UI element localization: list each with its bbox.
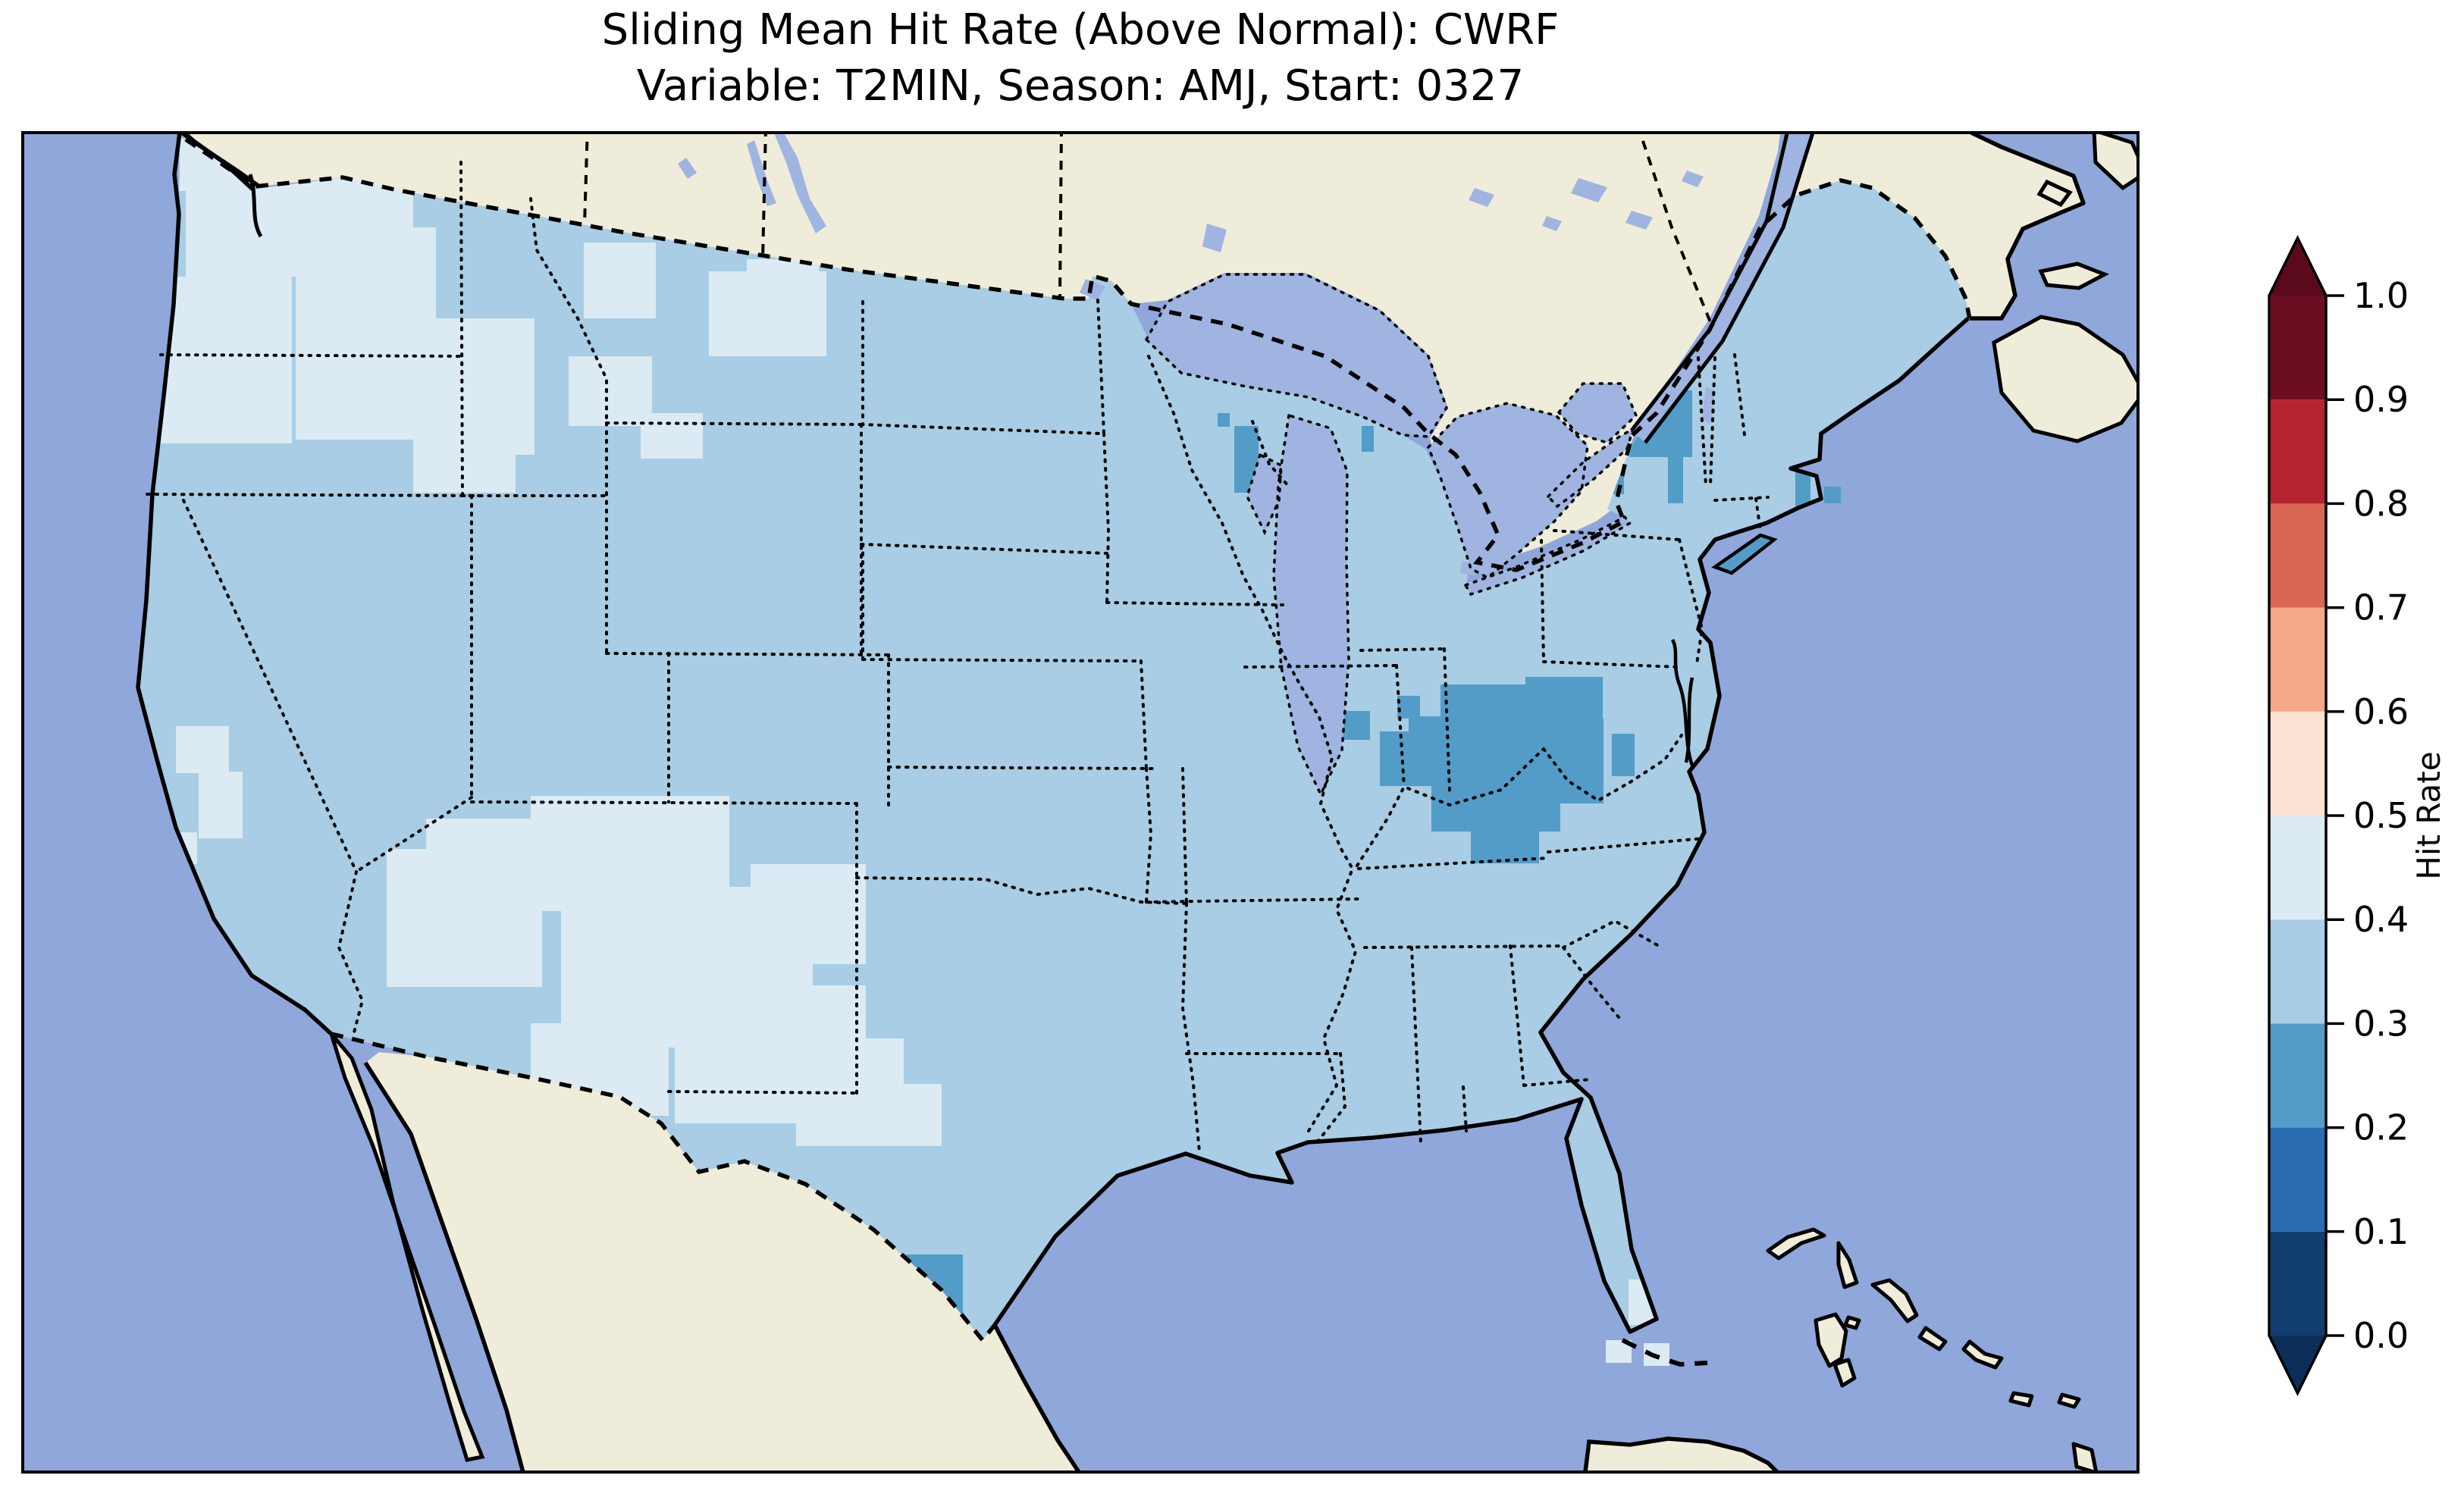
us-mexico-border [331, 1032, 997, 1344]
colorbar-bin [2269, 1127, 2326, 1232]
state-borders [146, 161, 1770, 1154]
colorbar-tick-label: 0.4 [2353, 899, 2409, 940]
colorbar-bin [2269, 607, 2326, 712]
chesapeake-bay [1670, 638, 1694, 766]
colorbar-bin [2269, 1023, 2326, 1128]
colorbar-extend-arrow-top [2269, 238, 2326, 296]
nova-scotia [1992, 315, 2138, 443]
colorbar-tick-label: 0.2 [2353, 1107, 2409, 1148]
colorbar-bin [2269, 503, 2326, 608]
figure-title-line2: Variable: T2MIN, Season: AMJ, Start: 032… [637, 61, 1524, 111]
map-panel [23, 133, 2138, 1472]
long-island [1711, 533, 1778, 575]
colorbar-tick-label: 0.3 [2353, 1003, 2409, 1044]
cells-offshore [1606, 1340, 1669, 1366]
great-lakes [1146, 274, 1636, 794]
st-lawrence-river [1632, 133, 1814, 443]
lake-champlain [1702, 387, 1715, 424]
colorbar-tick-label: 0.5 [2353, 795, 2409, 836]
cell-offshore-dark [1824, 487, 1841, 503]
cuba [1583, 1436, 1780, 1472]
colorbar-bin [2269, 296, 2326, 400]
colorbar-tick-label: 0.9 [2353, 379, 2409, 420]
us-canada-border [184, 137, 1972, 572]
colorbar: 1.0 0.9 0.8 0.7 0.6 0.5 0.4 0.3 0.2 0.1 … [2268, 235, 2447, 1396]
puget-sound [248, 174, 263, 238]
baja-california [329, 1032, 485, 1462]
colorbar-tick-label: 0.1 [2353, 1211, 2409, 1252]
map-frame [21, 131, 2140, 1474]
colorbar-tick-label: 0.8 [2353, 483, 2409, 524]
prince-edward-island [2038, 262, 2110, 290]
colorbar-bin [2269, 919, 2326, 1024]
pacific-coastline [136, 133, 525, 1472]
newfoundland-islets [2036, 133, 2138, 208]
gaspe-newbrunswick-coastline [1970, 133, 2086, 321]
colorbar-tick-marks [2326, 294, 2344, 1337]
maritimes-landmass [1770, 133, 2083, 318]
colorbar-tick-label: 1.0 [2353, 275, 2409, 316]
bahamas-islands [1766, 1227, 2099, 1472]
cells-04-05 [152, 136, 1691, 1325]
hit-rate-cell-patches [152, 136, 1810, 1340]
colorbar-bin [2269, 711, 2326, 816]
great-lakes-shoreline [1144, 273, 1638, 798]
colorbar-tick-label: 0.0 [2353, 1315, 2409, 1356]
colorbar-bin [2269, 816, 2326, 920]
colorbar-extend-arrow-bottom [2269, 1336, 2326, 1393]
colorbar-tick-label: 0.7 [2353, 587, 2409, 628]
colorbar-axis-label: Hit Rate [2410, 751, 2447, 879]
mexico-landmass [365, 1052, 1080, 1472]
figure-title-line1: Sliding Mean Hit Rate (Above Normal): CW… [602, 5, 1560, 55]
colorbar-bin [2269, 1231, 2326, 1336]
atlantic-gulf-coastline [992, 316, 1970, 1472]
colorbar-bin [2269, 399, 2326, 504]
colorbar-tick-label: 0.6 [2353, 691, 2409, 732]
